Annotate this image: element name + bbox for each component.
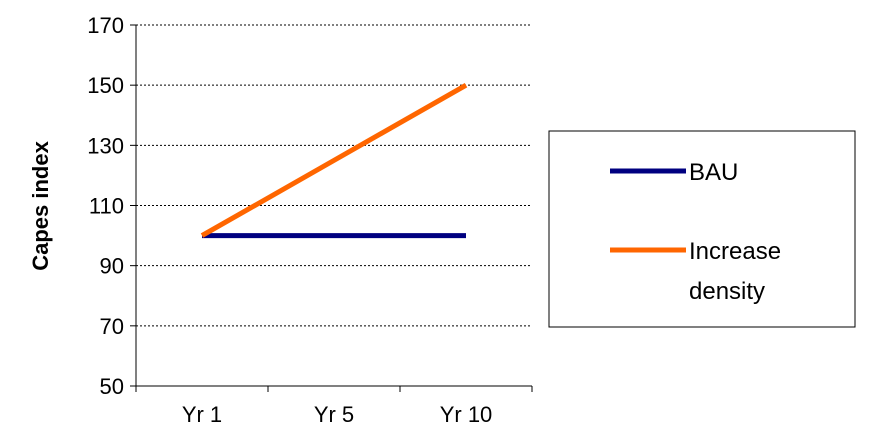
- series-lines: [200, 82, 468, 239]
- legend-item: Increase density: [610, 238, 781, 305]
- series-line-1: [200, 82, 468, 238]
- y-tick-label: 70: [100, 314, 124, 339]
- x-tick-label: Yr 10: [440, 402, 493, 427]
- y-tick-label: 170: [87, 13, 124, 38]
- legend-item: BAU: [610, 159, 738, 186]
- y-ticks: 50 70 90 110 130 150 170: [87, 13, 136, 399]
- legend: BAU Increase density: [548, 130, 856, 328]
- legend-label: BAU: [689, 159, 738, 186]
- x-tick-label: Yr 5: [314, 402, 354, 427]
- legend-label: density: [689, 278, 765, 305]
- y-tick-label: 110: [89, 194, 124, 219]
- legend-items: BAU Increase density: [610, 159, 781, 305]
- legend-box: [548, 130, 856, 328]
- x-ticks: Yr 1 Yr 5 Yr 10: [135, 386, 533, 427]
- gridlines: [136, 24, 532, 327]
- y-tick-label: 90: [100, 254, 124, 279]
- y-tick-label: 130: [87, 133, 124, 158]
- y-tick-label: 150: [87, 73, 124, 98]
- x-tick-label: Yr 1: [182, 402, 222, 427]
- legend-label: Increase: [689, 238, 781, 265]
- y-tick-label: 50: [100, 374, 124, 399]
- y-axis-title: Capes index: [28, 140, 53, 270]
